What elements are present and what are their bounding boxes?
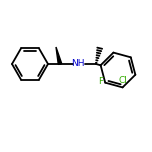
Text: F: F — [98, 77, 103, 86]
Text: NH: NH — [71, 59, 85, 67]
Text: Cl: Cl — [118, 76, 127, 85]
Polygon shape — [56, 47, 62, 64]
